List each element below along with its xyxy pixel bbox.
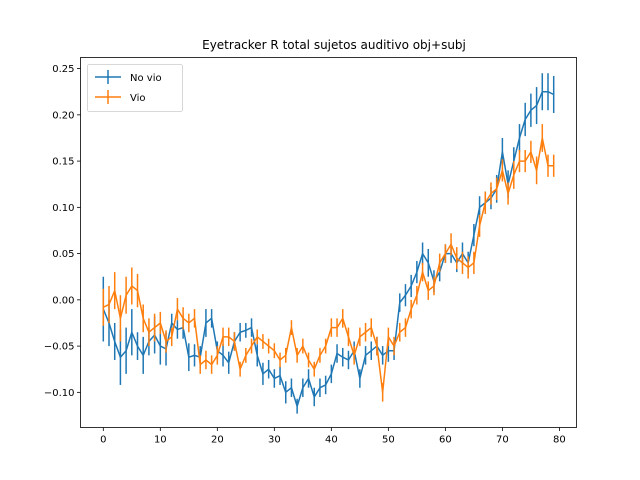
legend-entry-no-vio: No vio [95, 70, 162, 84]
series-line-no-vio [102, 90, 555, 407]
x-tick-label: 50 [382, 435, 395, 446]
x-tick-label: 20 [211, 435, 224, 446]
plot-frame [80, 57, 577, 428]
legend-label-vio: Vio [130, 93, 146, 104]
x-tick-label: 30 [268, 435, 281, 446]
legend-box [87, 64, 183, 112]
y-tick-label: −0.05 [44, 342, 75, 353]
y-tick-label: 0.25 [52, 64, 74, 75]
x-tick-label: 10 [154, 435, 167, 446]
series-vio [102, 124, 555, 402]
x-tick-label: 80 [553, 435, 566, 446]
chart-title: Eyetracker R total sujetos auditivo obj+… [202, 38, 466, 52]
y-tick-label: 0.20 [52, 110, 74, 121]
series-layer [102, 73, 555, 414]
series-no-vio [102, 73, 555, 414]
errorbars-vio [102, 124, 555, 402]
x-axis: 0 10 20 30 40 50 60 70 80 [100, 427, 566, 446]
y-tick-label: 0.10 [52, 203, 74, 214]
errorbars-no-vio [102, 73, 555, 414]
x-tick-label: 60 [439, 435, 452, 446]
y-tick-label: 0.00 [52, 295, 74, 306]
series-line-vio [102, 137, 554, 394]
y-tick-label: 0.15 [52, 157, 74, 168]
x-tick-label: 0 [100, 435, 106, 446]
x-tick-label: 70 [496, 435, 509, 446]
legend-label-no-vio: No vio [130, 73, 162, 84]
y-axis: −0.10 −0.05 0.00 0.05 0.10 0.15 0.20 0.25 [44, 64, 81, 399]
legend: No vio Vio [87, 64, 183, 112]
y-tick-label: −0.10 [44, 388, 75, 399]
y-tick-label: 0.05 [52, 249, 74, 260]
legend-entry-vio: Vio [95, 90, 146, 104]
x-tick-label: 40 [325, 435, 338, 446]
